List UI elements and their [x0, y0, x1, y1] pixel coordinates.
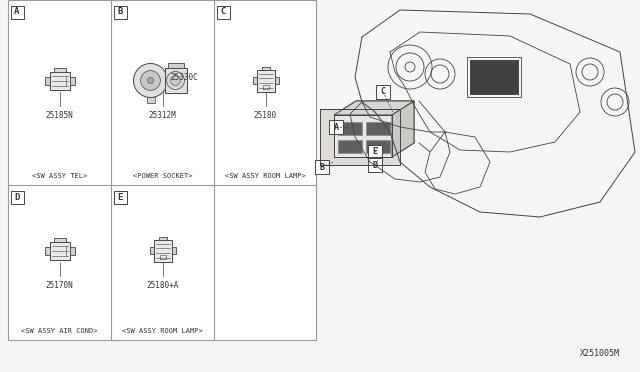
FancyBboxPatch shape	[10, 6, 24, 19]
FancyBboxPatch shape	[216, 6, 230, 19]
Text: 25330C: 25330C	[171, 73, 198, 81]
Bar	[253, 77, 257, 84]
Text: <SW ASSY AIR COND>: <SW ASSY AIR COND>	[21, 328, 98, 334]
Text: B: B	[117, 7, 123, 16]
Text: B: B	[319, 163, 324, 171]
Text: D: D	[14, 192, 20, 202]
Polygon shape	[334, 101, 414, 115]
Text: A: A	[333, 122, 339, 131]
Bar	[338, 140, 362, 153]
FancyBboxPatch shape	[368, 145, 382, 159]
Bar	[147, 96, 154, 103]
Text: 25180: 25180	[254, 110, 277, 119]
Bar	[467, 57, 521, 97]
Bar	[275, 77, 278, 84]
FancyBboxPatch shape	[368, 158, 382, 172]
FancyBboxPatch shape	[113, 190, 127, 203]
FancyBboxPatch shape	[376, 85, 390, 99]
Text: 25180+A: 25180+A	[147, 280, 179, 289]
Bar	[366, 140, 390, 153]
Bar	[45, 77, 49, 84]
Circle shape	[170, 76, 180, 86]
Bar	[172, 247, 175, 254]
Bar	[366, 140, 390, 153]
Bar	[338, 122, 362, 135]
Bar	[366, 122, 390, 135]
Bar	[470, 60, 518, 94]
Bar	[338, 122, 362, 135]
Bar	[70, 77, 74, 84]
Bar	[334, 115, 392, 157]
Bar	[338, 140, 362, 153]
Text: A: A	[14, 7, 20, 16]
Text: 25312M: 25312M	[148, 110, 177, 119]
Polygon shape	[334, 101, 414, 115]
Circle shape	[147, 77, 154, 83]
Bar	[54, 67, 65, 71]
Bar	[54, 237, 65, 241]
Text: <SW ASSY ROOM LAMP>: <SW ASSY ROOM LAMP>	[225, 173, 306, 179]
Text: D: D	[372, 160, 378, 170]
Text: <POWER SOCKET>: <POWER SOCKET>	[132, 173, 192, 179]
Text: X251005M: X251005M	[580, 349, 620, 358]
Polygon shape	[320, 109, 400, 165]
Bar	[150, 247, 154, 254]
Text: E: E	[372, 148, 378, 157]
Bar	[8, 0, 316, 340]
Circle shape	[166, 71, 184, 90]
Bar	[154, 240, 172, 262]
FancyBboxPatch shape	[329, 120, 343, 134]
Circle shape	[134, 64, 168, 97]
Circle shape	[141, 71, 161, 90]
Bar	[159, 237, 166, 240]
FancyBboxPatch shape	[10, 190, 24, 203]
Bar	[70, 247, 74, 254]
Bar	[164, 68, 186, 93]
Bar	[49, 241, 70, 260]
Bar	[49, 71, 70, 90]
Polygon shape	[392, 101, 414, 157]
Bar	[262, 67, 269, 70]
Text: 25170N: 25170N	[45, 280, 74, 289]
Bar	[334, 115, 392, 157]
Text: <SW ASSY TEL>: <SW ASSY TEL>	[32, 173, 87, 179]
Bar	[168, 63, 184, 68]
Bar	[45, 247, 49, 254]
Text: 25185N: 25185N	[45, 110, 74, 119]
Bar	[257, 70, 275, 92]
FancyBboxPatch shape	[113, 6, 127, 19]
Text: C: C	[220, 7, 226, 16]
Bar	[366, 122, 390, 135]
Polygon shape	[392, 101, 414, 157]
Text: <SW ASSY ROOM LAMP>: <SW ASSY ROOM LAMP>	[122, 328, 203, 334]
Text: C: C	[381, 87, 385, 96]
FancyBboxPatch shape	[315, 160, 329, 174]
Text: E: E	[117, 192, 123, 202]
